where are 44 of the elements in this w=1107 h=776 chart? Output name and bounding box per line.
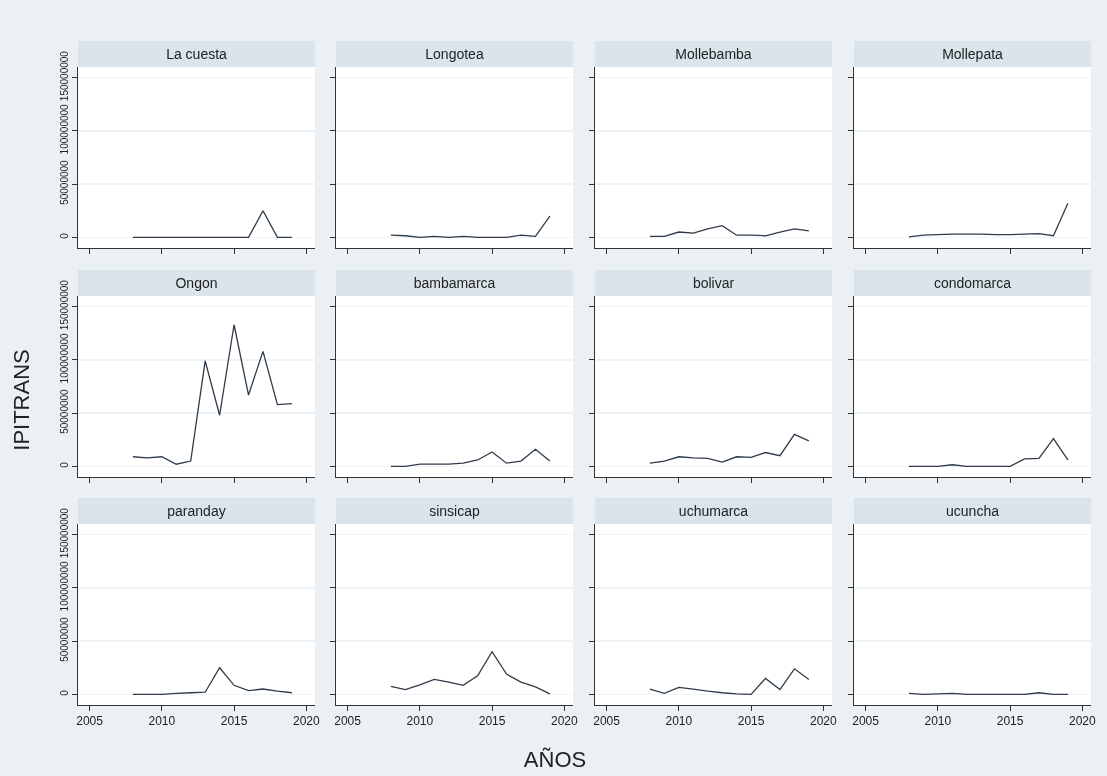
x-tick-label: 2015 [996, 714, 1024, 729]
chart-title: bolivar [692, 274, 735, 291]
y-tick-label: 0 [59, 232, 70, 239]
chart-title: Mollepata [942, 45, 1004, 62]
chart-title: Ongon [175, 274, 218, 291]
y-tick-label: 150000000 [59, 279, 70, 331]
x-tick-label: 2015 [737, 714, 765, 729]
chart-title: ucuncha [946, 502, 1000, 519]
y-tick-label: 100000000 [59, 103, 70, 155]
x-tick-label: 2005 [852, 714, 880, 729]
x-tick-label: 2010 [148, 714, 176, 729]
x-tick-label: 2020 [809, 714, 837, 729]
x-tick-label: 2005 [76, 714, 104, 729]
line-series [132, 324, 293, 465]
chart-title: Longotea [425, 45, 484, 62]
line-series [132, 667, 293, 695]
x-tick-label: 2020 [292, 714, 320, 729]
x-tick-label: 2015 [220, 714, 248, 729]
y-tick-label: 150000000 [59, 50, 70, 102]
chart-title: Mollebamba [675, 45, 752, 62]
chart-title: La cuesta [166, 45, 228, 62]
y-tick-label: 50000000 [59, 159, 70, 205]
y-tick-label: 100000000 [59, 560, 70, 612]
x-tick-label: 2010 [924, 714, 952, 729]
x-tick-label: 2020 [550, 714, 578, 729]
x-tick-label: 2005 [334, 714, 362, 729]
x-axis-title: AÑOS [523, 747, 587, 773]
chart-title: condomarca [933, 274, 1012, 291]
y-tick-label: 150000000 [59, 507, 70, 559]
chart-title: uchumarca [678, 502, 749, 519]
chart-title: paranday [167, 502, 226, 519]
chart-title: bambamarca [413, 274, 496, 291]
x-tick-label: 2020 [1068, 714, 1096, 729]
y-tick-label: 0 [59, 689, 70, 696]
y-tick-label: 50000000 [59, 616, 70, 662]
x-tick-label: 2015 [478, 714, 506, 729]
y-axis-title: IPITRANS [9, 349, 35, 451]
x-tick-label: 2010 [665, 714, 693, 729]
y-tick-label: 100000000 [59, 332, 70, 384]
y-tick-label: 0 [59, 461, 70, 468]
x-tick-label: 2010 [406, 714, 434, 729]
x-tick-label: 2005 [593, 714, 621, 729]
y-tick-label: 50000000 [59, 388, 70, 434]
chart-title: sinsicap [429, 502, 480, 519]
